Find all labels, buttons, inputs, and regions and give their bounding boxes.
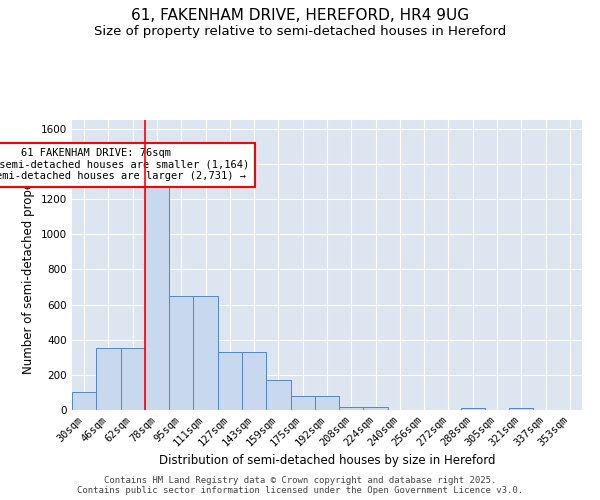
Text: Contains HM Land Registry data © Crown copyright and database right 2025.
Contai: Contains HM Land Registry data © Crown c… <box>77 476 523 495</box>
Bar <box>72 392 96 410</box>
Bar <box>242 352 266 410</box>
Bar <box>364 408 388 410</box>
Bar <box>169 296 193 410</box>
Bar <box>145 182 169 410</box>
Bar <box>96 348 121 410</box>
Text: Size of property relative to semi-detached houses in Hereford: Size of property relative to semi-detach… <box>94 25 506 38</box>
Text: 61 FAKENHAM DRIVE: 76sqm
← 30% of semi-detached houses are smaller (1,164)
69% o: 61 FAKENHAM DRIVE: 76sqm ← 30% of semi-d… <box>0 148 250 182</box>
Bar <box>193 296 218 410</box>
Bar <box>218 352 242 410</box>
Bar <box>290 396 315 410</box>
Bar <box>339 408 364 410</box>
Bar <box>509 408 533 410</box>
Bar <box>461 408 485 410</box>
Bar <box>121 348 145 410</box>
Bar <box>315 396 339 410</box>
Y-axis label: Number of semi-detached properties: Number of semi-detached properties <box>22 156 35 374</box>
Text: 61, FAKENHAM DRIVE, HEREFORD, HR4 9UG: 61, FAKENHAM DRIVE, HEREFORD, HR4 9UG <box>131 8 469 22</box>
X-axis label: Distribution of semi-detached houses by size in Hereford: Distribution of semi-detached houses by … <box>159 454 495 467</box>
Bar <box>266 380 290 410</box>
